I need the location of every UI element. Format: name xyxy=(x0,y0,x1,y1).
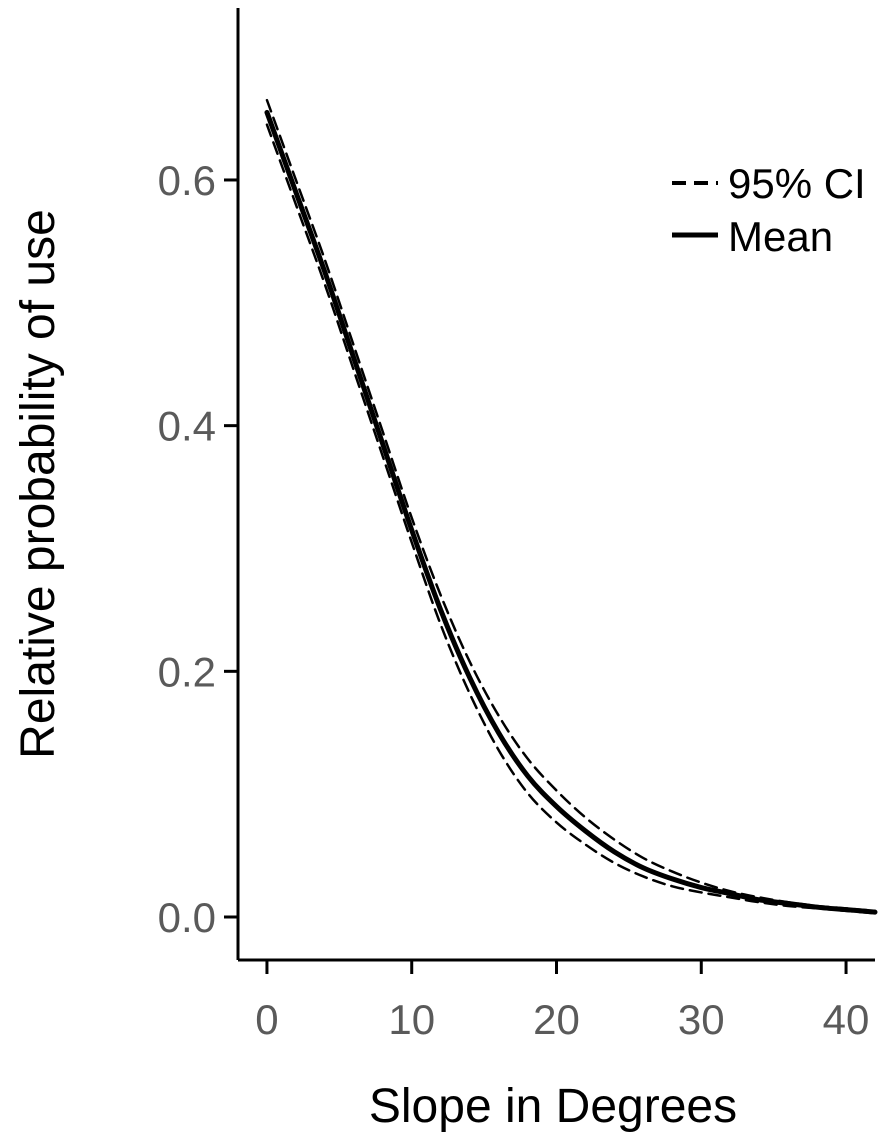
y-tick-label: 0.2 xyxy=(158,648,216,695)
y-tick-label: 0.6 xyxy=(158,157,216,204)
x-axis-title: Slope in Degrees xyxy=(369,1080,737,1133)
x-tick-label: 30 xyxy=(678,996,725,1043)
mean-line xyxy=(264,109,878,915)
y-axis-title: Relative probability of use xyxy=(12,209,65,759)
legend-mean-label: Mean xyxy=(728,213,833,260)
ci-line xyxy=(265,98,877,913)
y-tick-label: 0.0 xyxy=(158,894,216,941)
x-ticks: 0 10 20 30 40 xyxy=(255,960,869,1043)
series-layer xyxy=(264,98,878,915)
y-ticks: 0.0 0.2 0.4 0.6 xyxy=(158,157,238,941)
ci-line xyxy=(265,123,877,915)
x-tick-label: 10 xyxy=(388,996,435,1043)
y-tick-label: 0.4 xyxy=(158,403,216,450)
x-tick-label: 40 xyxy=(823,996,870,1043)
plot-area xyxy=(236,8,878,962)
legend-ci-label: 95% CI xyxy=(728,160,866,207)
x-tick-label: 20 xyxy=(533,996,580,1043)
x-tick-label: 0 xyxy=(255,996,278,1043)
legend: 95% CI Mean xyxy=(672,160,866,260)
